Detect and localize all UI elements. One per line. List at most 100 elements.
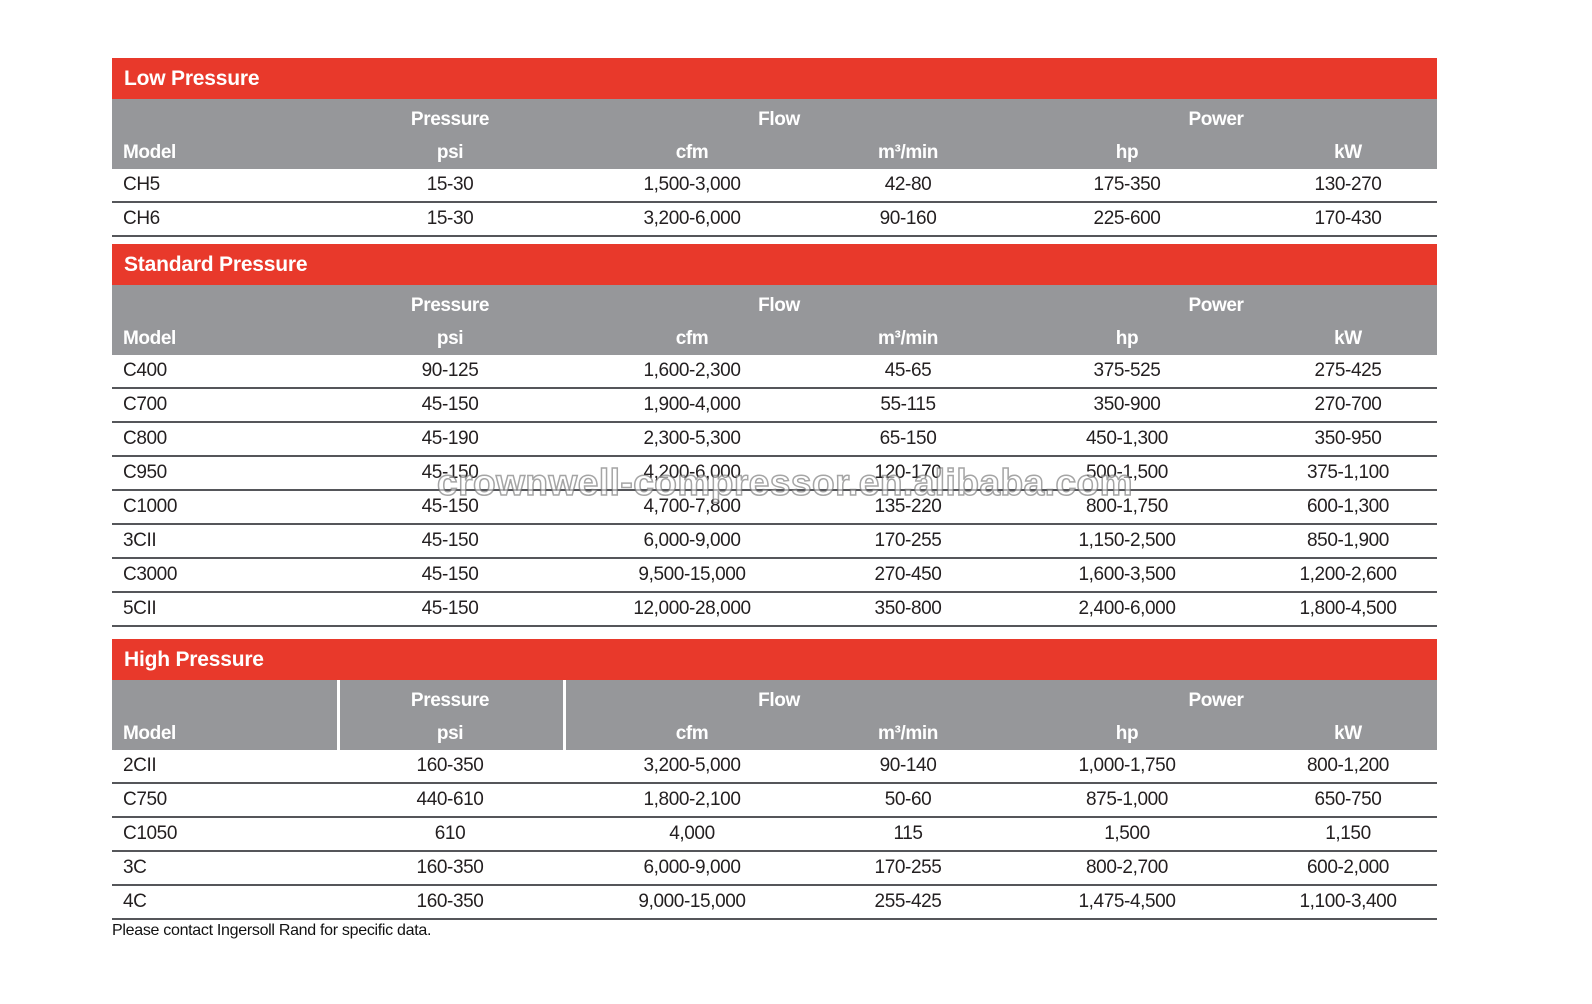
cfm-value-cell: 6,000-9,000 bbox=[643, 530, 741, 551]
section-high-pressure: High Pressure Pressure Flow Power Model psi cf… bbox=[112, 639, 1437, 920]
kw-value-cell: 1,100-3,400 bbox=[1299, 891, 1397, 912]
m3min-value-cell: 270-450 bbox=[874, 564, 942, 585]
model-cell: CH6 bbox=[123, 208, 160, 229]
table-row: C400 90-125 1,600-2,300 45-65 375-525 275-425 bbox=[112, 355, 1437, 389]
col-header-model: Model bbox=[123, 327, 176, 349]
header-unit-row: Model psi cfm m³/min hp kW bbox=[112, 136, 1437, 169]
header-group-row: Pressure Flow Power bbox=[112, 684, 1437, 717]
col-header-cfm: cfm bbox=[675, 327, 709, 349]
footnote-text: Please contact Ingersoll Rand for specif… bbox=[112, 922, 432, 939]
cfm-value-cell: 4,200-6,000 bbox=[643, 462, 741, 483]
col-header-hp: hp bbox=[1115, 141, 1139, 163]
hp-value-cell: 225-600 bbox=[1093, 208, 1161, 229]
col-group-pressure: Pressure bbox=[410, 108, 490, 130]
table-row: C950 45-150 4,200-6,000 120-170 500-1,500 375… bbox=[112, 457, 1437, 491]
kw-value-cell: 650-750 bbox=[1314, 789, 1382, 810]
col-group-power: Power bbox=[1188, 108, 1244, 130]
psi-value-cell: 45-150 bbox=[421, 394, 479, 415]
col-header-psi: psi bbox=[436, 141, 464, 163]
model-cell: C750 bbox=[123, 789, 167, 810]
hp-value-cell: 875-1,000 bbox=[1086, 789, 1168, 810]
kw-value-cell: 270-700 bbox=[1314, 394, 1382, 415]
col-header-hp: hp bbox=[1115, 722, 1139, 744]
header-group-row: Pressure Flow Power bbox=[112, 103, 1437, 136]
model-cell: C800 bbox=[123, 428, 167, 449]
model-cell: 3CII bbox=[123, 530, 157, 551]
m3min-value-cell: 50-60 bbox=[884, 789, 932, 810]
header-divider bbox=[563, 680, 566, 750]
kw-value-cell: 1,150 bbox=[1325, 823, 1371, 844]
model-cell: C400 bbox=[123, 360, 167, 381]
psi-value-cell: 160-350 bbox=[416, 857, 484, 878]
section-banner: Low Pressure bbox=[112, 58, 1437, 99]
hp-value-cell: 375-525 bbox=[1093, 360, 1161, 381]
cfm-value-cell: 2,300-5,300 bbox=[643, 428, 741, 449]
section-banner: High Pressure bbox=[112, 639, 1437, 680]
cfm-value-cell: 6,000-9,000 bbox=[643, 857, 741, 878]
hp-value-cell: 350-900 bbox=[1093, 394, 1161, 415]
psi-value-cell: 45-190 bbox=[421, 428, 479, 449]
col-group-flow: Flow bbox=[758, 689, 800, 711]
col-group-power: Power bbox=[1188, 689, 1244, 711]
col-header-model: Model bbox=[123, 722, 176, 744]
kw-value-cell: 375-1,100 bbox=[1307, 462, 1389, 483]
cfm-value-cell: 1,600-2,300 bbox=[643, 360, 741, 381]
m3min-value-cell: 90-160 bbox=[879, 208, 937, 229]
m3min-value-cell: 350-800 bbox=[874, 598, 942, 619]
cfm-value-cell: 1,900-4,000 bbox=[643, 394, 741, 415]
model-cell: 2CII bbox=[123, 755, 157, 776]
model-cell: 3C bbox=[123, 857, 147, 878]
section-header: Pressure Flow Power Model psi cfm m³/min hp kW bbox=[112, 99, 1437, 169]
model-cell: CH5 bbox=[123, 174, 160, 195]
psi-value-cell: 440-610 bbox=[416, 789, 484, 810]
cfm-value-cell: 4,000 bbox=[669, 823, 715, 844]
psi-value-cell: 45-150 bbox=[421, 598, 479, 619]
table-row: 3C 160-350 6,000-9,000 170-255 800-2,700 600-… bbox=[112, 852, 1437, 886]
table-row: 3CII 45-150 6,000-9,000 170-255 1,150-2,500 8… bbox=[112, 525, 1437, 559]
kw-value-cell: 170-430 bbox=[1314, 208, 1382, 229]
hp-value-cell: 1,475-4,500 bbox=[1078, 891, 1176, 912]
col-header-psi: psi bbox=[436, 722, 464, 744]
psi-value-cell: 610 bbox=[434, 823, 466, 844]
kw-value-cell: 850-1,900 bbox=[1307, 530, 1389, 551]
col-group-pressure: Pressure bbox=[410, 294, 490, 316]
header-unit-row: Model psi cfm m³/min hp kW bbox=[112, 322, 1437, 355]
section-title: Standard Pressure bbox=[124, 252, 308, 276]
m3min-value-cell: 170-255 bbox=[874, 530, 942, 551]
psi-value-cell: 45-150 bbox=[421, 564, 479, 585]
table-row: C3000 45-150 9,500-15,000 270-450 1,600-3,50… bbox=[112, 559, 1437, 593]
section-header: Pressure Flow Power Model psi cfm m³/min hp kW bbox=[112, 285, 1437, 355]
psi-value-cell: 45-150 bbox=[421, 462, 479, 483]
m3min-value-cell: 55-115 bbox=[880, 394, 936, 415]
kw-value-cell: 600-1,300 bbox=[1307, 496, 1389, 517]
model-cell: C3000 bbox=[123, 564, 177, 585]
header-group-row: Pressure Flow Power bbox=[112, 289, 1437, 322]
section-banner: Standard Pressure bbox=[112, 244, 1437, 285]
cfm-value-cell: 1,500-3,000 bbox=[643, 174, 741, 195]
m3min-value-cell: 170-255 bbox=[874, 857, 942, 878]
table-row: C750 440-610 1,800-2,100 50-60 875-1,000 650-… bbox=[112, 784, 1437, 818]
psi-value-cell: 45-150 bbox=[421, 496, 479, 517]
header-unit-row: Model psi cfm m³/min hp kW bbox=[112, 717, 1437, 750]
col-header-m3min: m³/min bbox=[878, 327, 938, 349]
hp-value-cell: 800-1,750 bbox=[1086, 496, 1168, 517]
psi-value-cell: 45-150 bbox=[421, 530, 479, 551]
col-group-flow: Flow bbox=[758, 294, 800, 316]
m3min-value-cell: 45-65 bbox=[884, 360, 932, 381]
section-standard-pressure: Standard Pressure Pressure Flow Power Model p… bbox=[112, 244, 1437, 627]
col-header-psi: psi bbox=[436, 327, 464, 349]
cfm-value-cell: 9,500-15,000 bbox=[638, 564, 746, 585]
kw-value-cell: 350-950 bbox=[1314, 428, 1382, 449]
col-header-model: Model bbox=[123, 141, 176, 163]
col-header-cfm: cfm bbox=[675, 722, 709, 744]
hp-value-cell: 450-1,300 bbox=[1086, 428, 1168, 449]
hp-value-cell: 1,150-2,500 bbox=[1078, 530, 1176, 551]
table-row: 2CII 160-350 3,200-5,000 90-140 1,000-1,750 8… bbox=[112, 750, 1437, 784]
psi-value-cell: 90-125 bbox=[421, 360, 479, 381]
m3min-value-cell: 255-425 bbox=[874, 891, 942, 912]
col-header-kw: kW bbox=[1334, 327, 1362, 349]
col-header-cfm: cfm bbox=[675, 141, 709, 163]
col-group-flow: Flow bbox=[758, 108, 800, 130]
cfm-value-cell: 12,000-28,000 bbox=[633, 598, 751, 619]
table-row: 5CII 45-150 12,000-28,000 350-800 2,400-6,00… bbox=[112, 593, 1437, 627]
